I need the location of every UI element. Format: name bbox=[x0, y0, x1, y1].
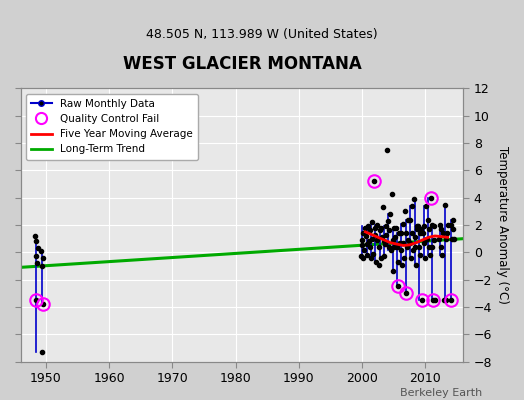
Title: WEST GLACIER MONTANA: WEST GLACIER MONTANA bbox=[123, 55, 362, 73]
Text: 48.505 N, 113.989 W (United States): 48.505 N, 113.989 W (United States) bbox=[146, 28, 378, 41]
Y-axis label: Temperature Anomaly (°C): Temperature Anomaly (°C) bbox=[496, 146, 509, 304]
Text: Berkeley Earth: Berkeley Earth bbox=[400, 388, 482, 398]
Legend: Raw Monthly Data, Quality Control Fail, Five Year Moving Average, Long-Term Tren: Raw Monthly Data, Quality Control Fail, … bbox=[26, 94, 198, 160]
